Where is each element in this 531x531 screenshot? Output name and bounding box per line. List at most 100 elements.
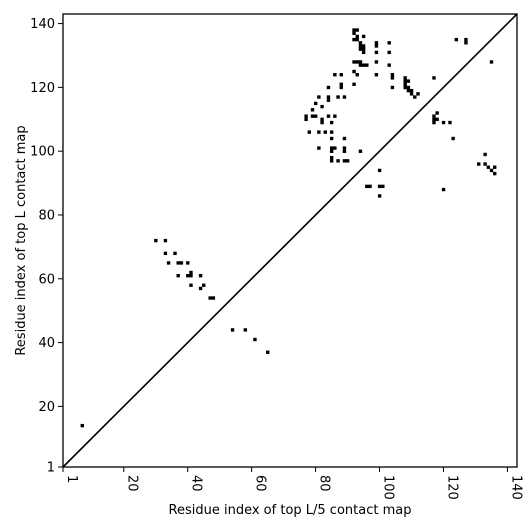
y-tick-label: 120 xyxy=(30,81,55,96)
contact-point xyxy=(329,120,334,125)
contact-point xyxy=(352,60,356,64)
contact-point xyxy=(381,184,385,189)
x-tick-label: 20 xyxy=(125,475,140,492)
contact-point xyxy=(361,34,366,39)
contact-point xyxy=(198,273,203,278)
y-tick-label: 1 xyxy=(47,461,55,476)
contact-point xyxy=(304,114,308,118)
contact-point xyxy=(339,85,343,90)
contact-point xyxy=(307,130,311,134)
contact-point xyxy=(435,111,439,115)
contact-point xyxy=(355,34,359,39)
data-points xyxy=(80,28,497,428)
contact-point xyxy=(432,117,436,122)
x-tick-label: 80 xyxy=(317,475,332,492)
y-tick-label: 100 xyxy=(30,145,55,160)
contact-point xyxy=(208,296,212,300)
contact-point xyxy=(329,136,334,141)
x-tick-label: 140 xyxy=(508,475,523,500)
contact-point xyxy=(377,168,382,173)
y-tick-label: 60 xyxy=(38,272,55,287)
contact-point xyxy=(489,168,494,173)
contact-point xyxy=(326,95,331,99)
y-tick-label: 20 xyxy=(38,400,55,415)
contact-point xyxy=(230,328,235,332)
contact-point xyxy=(166,261,171,265)
contact-point xyxy=(320,120,324,125)
contact-point xyxy=(202,283,206,287)
y-tick-label: 40 xyxy=(38,336,55,351)
contact-point xyxy=(163,238,168,243)
contact-point xyxy=(432,114,436,118)
contact-point xyxy=(342,146,347,150)
x-tick-label: 60 xyxy=(253,475,268,492)
contact-point xyxy=(406,85,411,90)
contact-point xyxy=(448,120,452,125)
contact-point xyxy=(80,423,84,428)
contact-point xyxy=(451,136,455,141)
contact-point xyxy=(361,47,366,51)
contact-point xyxy=(266,350,270,354)
contact-point xyxy=(317,130,321,134)
contact-point xyxy=(435,117,439,122)
contact-point xyxy=(310,114,315,118)
contact-point xyxy=(211,296,216,300)
contact-point xyxy=(368,184,372,189)
contact-point xyxy=(329,159,334,163)
contact-point xyxy=(355,60,359,64)
x-tick-label: 120 xyxy=(444,475,459,500)
contact-point xyxy=(477,162,481,166)
contact-point xyxy=(361,50,366,55)
contact-point xyxy=(342,95,347,99)
contact-point xyxy=(464,37,468,42)
contact-point xyxy=(333,73,337,77)
contact-point xyxy=(432,120,436,125)
contact-point xyxy=(339,73,343,77)
contact-point xyxy=(432,76,436,80)
contact-point xyxy=(243,328,248,332)
contact-point xyxy=(483,162,487,166)
contact-point xyxy=(406,88,411,93)
contact-point xyxy=(377,184,382,189)
contact-point xyxy=(441,187,446,192)
contact-point xyxy=(358,47,363,51)
contact-point xyxy=(186,261,190,265)
x-tick-label: 100 xyxy=(381,475,396,500)
contact-point xyxy=(310,108,315,112)
contact-point xyxy=(173,251,177,256)
contact-point xyxy=(416,92,420,96)
contact-point xyxy=(374,60,379,64)
contact-point xyxy=(403,85,407,90)
contact-point xyxy=(406,79,411,83)
contact-point xyxy=(189,273,193,278)
contact-point xyxy=(329,149,334,153)
contact-point xyxy=(361,44,366,48)
y-tick-label: 80 xyxy=(38,208,55,223)
contact-point xyxy=(454,37,459,42)
contact-point xyxy=(352,37,356,42)
contact-point xyxy=(336,95,340,99)
contact-point xyxy=(358,60,363,64)
contact-point xyxy=(387,63,391,67)
contact-point xyxy=(352,82,356,86)
contact-point xyxy=(304,117,308,122)
contact-point xyxy=(403,82,407,86)
contact-point xyxy=(352,28,356,32)
contact-point xyxy=(345,159,350,163)
contact-point xyxy=(176,261,180,265)
contact-point xyxy=(409,88,414,93)
contact-point xyxy=(313,114,318,118)
x-axis-label: Residue index of top L/5 contact map xyxy=(169,503,412,518)
contact-point xyxy=(358,149,363,153)
contact-point xyxy=(253,337,257,342)
contact-point xyxy=(326,85,331,90)
contact-point xyxy=(403,79,407,83)
contact-point xyxy=(329,155,334,160)
contact-point xyxy=(361,63,366,67)
x-tick-label: 40 xyxy=(189,475,204,492)
contact-point xyxy=(493,165,497,169)
contact-point xyxy=(352,69,356,74)
diagonal-line xyxy=(62,13,518,468)
contact-point xyxy=(189,283,193,287)
